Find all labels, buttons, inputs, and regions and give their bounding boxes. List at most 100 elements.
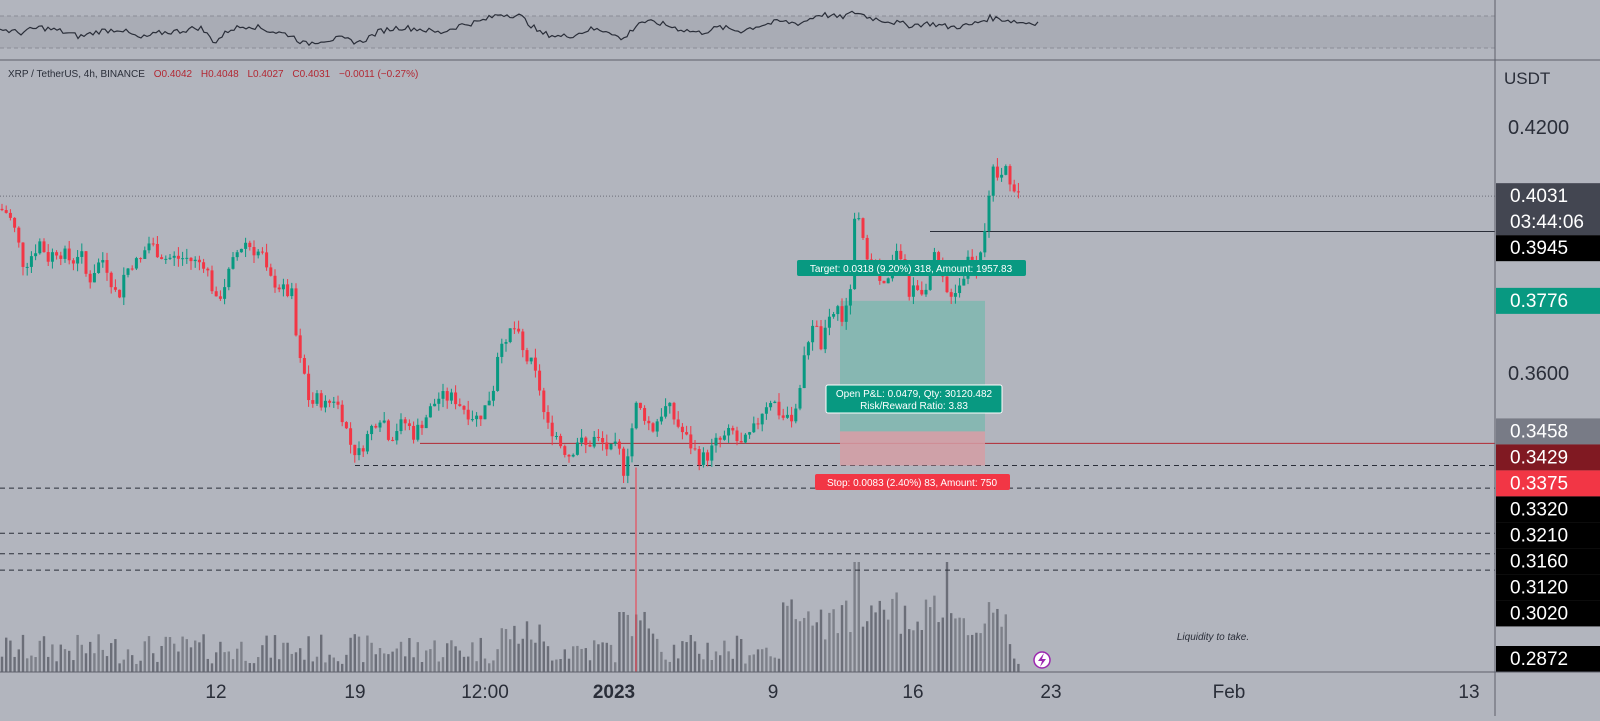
volume-bar	[156, 661, 159, 672]
candle-body	[550, 422, 554, 437]
volume-bar	[954, 618, 957, 672]
candle-body	[1008, 166, 1012, 185]
pnl-label-box[interactable]: Open P&L: 0.0479, Qty: 30120.482 Risk/Re…	[825, 384, 1003, 414]
volume-bar	[63, 649, 67, 672]
volume-bar	[639, 620, 642, 672]
volume-bar	[433, 640, 436, 672]
x-tick-label: 12:00	[461, 682, 509, 703]
volume-bar	[446, 643, 449, 672]
volume-bar	[21, 634, 25, 672]
candle-body	[88, 273, 92, 283]
candle-body	[790, 414, 794, 422]
symbol-legend[interactable]: XRP / TetherUS, 4h, BINANCE O0.4042 H0.4…	[8, 69, 418, 80]
liquidity-annotation[interactable]: Liquidity to take.	[1177, 632, 1249, 643]
candle-body	[374, 425, 378, 428]
volume-bar	[857, 562, 860, 672]
volume-bar	[147, 636, 151, 672]
candle-body	[1000, 174, 1004, 178]
volume-bar	[240, 641, 243, 672]
oscillator-pane[interactable]	[0, 10, 1600, 61]
candle-body	[34, 253, 38, 257]
volume-bar	[588, 660, 592, 672]
candle-body	[773, 401, 777, 404]
volume-bar	[714, 651, 718, 672]
price-badge	[1496, 183, 1600, 236]
x-tick-label: 13	[1458, 682, 1479, 703]
volume-bar	[870, 605, 873, 672]
volume-bar	[882, 609, 886, 672]
candle-body	[13, 217, 17, 228]
volume-bar	[941, 617, 944, 672]
volume-bar	[311, 661, 314, 672]
candle-body	[445, 391, 449, 401]
volume-bar	[748, 655, 751, 672]
volume-bar	[168, 637, 172, 672]
candle-body	[118, 289, 122, 298]
candle-body	[151, 243, 155, 245]
candle-body	[323, 400, 327, 408]
candle-body	[857, 218, 861, 220]
volume-bar	[987, 602, 991, 672]
price-badge-label: 0.4031	[1510, 186, 1568, 207]
volume-bar	[5, 637, 8, 672]
candle-body	[403, 419, 407, 424]
volume-bar	[496, 649, 499, 672]
price-badge	[1496, 574, 1600, 601]
volume-bars	[0, 562, 1020, 672]
volume-bar	[1004, 614, 1007, 672]
volume-bar	[437, 661, 440, 672]
candle-body	[571, 454, 575, 457]
volume-bar	[223, 652, 226, 672]
x-tick-label: 19	[344, 682, 365, 703]
volume-bar	[341, 663, 344, 672]
volume-bar	[534, 642, 537, 672]
candle-body	[995, 166, 999, 178]
candle-body	[735, 430, 739, 442]
volume-bar	[1000, 626, 1003, 672]
candle-body	[433, 403, 437, 407]
volume-bar	[769, 656, 772, 672]
candle-body	[370, 425, 374, 435]
volume-bar	[483, 658, 487, 672]
lightning-icon[interactable]	[1033, 651, 1051, 669]
target-label-box[interactable]: Target: 0.0318 (9.20%) 318, Amount: 1957…	[797, 260, 1026, 276]
candle-body	[17, 227, 21, 243]
volume-bar	[1013, 658, 1016, 672]
volume-bar	[425, 650, 428, 672]
stop-zone[interactable]	[840, 431, 985, 466]
candle-body	[101, 260, 105, 263]
candle-body	[743, 434, 747, 443]
volume-bar	[597, 644, 600, 672]
price-badge-label: 0.3429	[1510, 447, 1568, 468]
candle-body	[147, 243, 151, 251]
volume-bar	[206, 658, 209, 672]
price-badge-label: 0.3375	[1510, 473, 1568, 494]
volume-bar	[828, 612, 831, 672]
price-pane[interactable]: Target: 0.0318 (9.20%) 318, Amount: 1957…	[0, 158, 1495, 672]
candle-body	[176, 255, 180, 259]
price-badge	[1496, 646, 1600, 672]
candle-body	[827, 316, 831, 328]
stop-label-box[interactable]: Stop: 0.0083 (2.40%) 83, Amount: 750	[815, 474, 1010, 490]
candle-body	[802, 355, 806, 389]
candle-body	[853, 218, 857, 290]
volume-bar	[668, 661, 671, 672]
volume-bar	[391, 651, 394, 672]
volume-bar	[278, 659, 281, 672]
candle-body	[311, 400, 315, 404]
volume-bar	[357, 636, 361, 672]
candle-body	[605, 442, 609, 450]
candle-body	[84, 251, 88, 274]
stop-label: Stop: 0.0083 (2.40%) 83, Amount: 750	[827, 478, 998, 489]
volume-bar	[945, 562, 949, 672]
volume-bar	[891, 598, 894, 672]
time-axis[interactable]: 12 19 12:00 2023 9 16 23 Feb 13	[0, 671, 1600, 703]
long-position-tool[interactable]	[840, 300, 985, 466]
volume-bar	[731, 658, 734, 672]
candle-body	[546, 412, 550, 423]
volume-bar	[467, 656, 470, 672]
volume-bar	[538, 624, 541, 672]
